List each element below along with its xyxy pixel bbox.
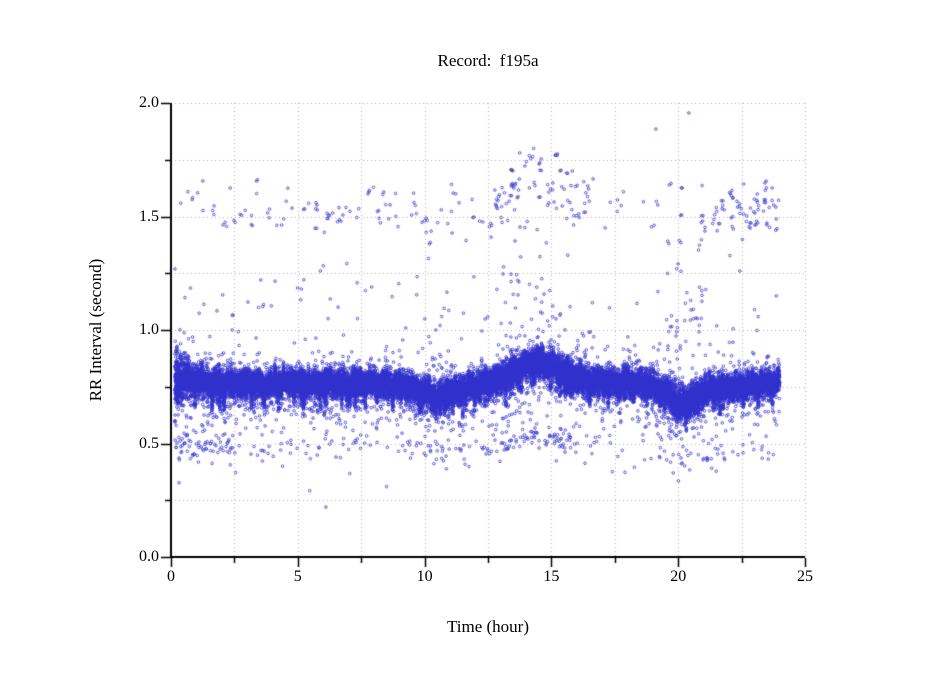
x-tick-label: 10 (416, 568, 433, 585)
y-tick-label: 1.0 (139, 321, 159, 338)
x-tick-label: 5 (293, 568, 302, 585)
y-axis-label: RR Interval (second) (86, 258, 105, 402)
chart-title: Record: f195a (437, 51, 539, 70)
y-tick-label: 0.0 (139, 548, 159, 565)
x-tick-label: 20 (670, 568, 687, 585)
y-tick-label: 0.5 (139, 434, 159, 452)
y-tick-label: 1.5 (139, 207, 159, 225)
x-tick-label: 25 (797, 568, 813, 585)
x-axis-label: Time (hour) (446, 617, 530, 636)
x-tick-label: 0 (167, 568, 175, 585)
y-tick-label: 2.0 (139, 94, 159, 111)
x-tick-label: 15 (543, 568, 560, 585)
